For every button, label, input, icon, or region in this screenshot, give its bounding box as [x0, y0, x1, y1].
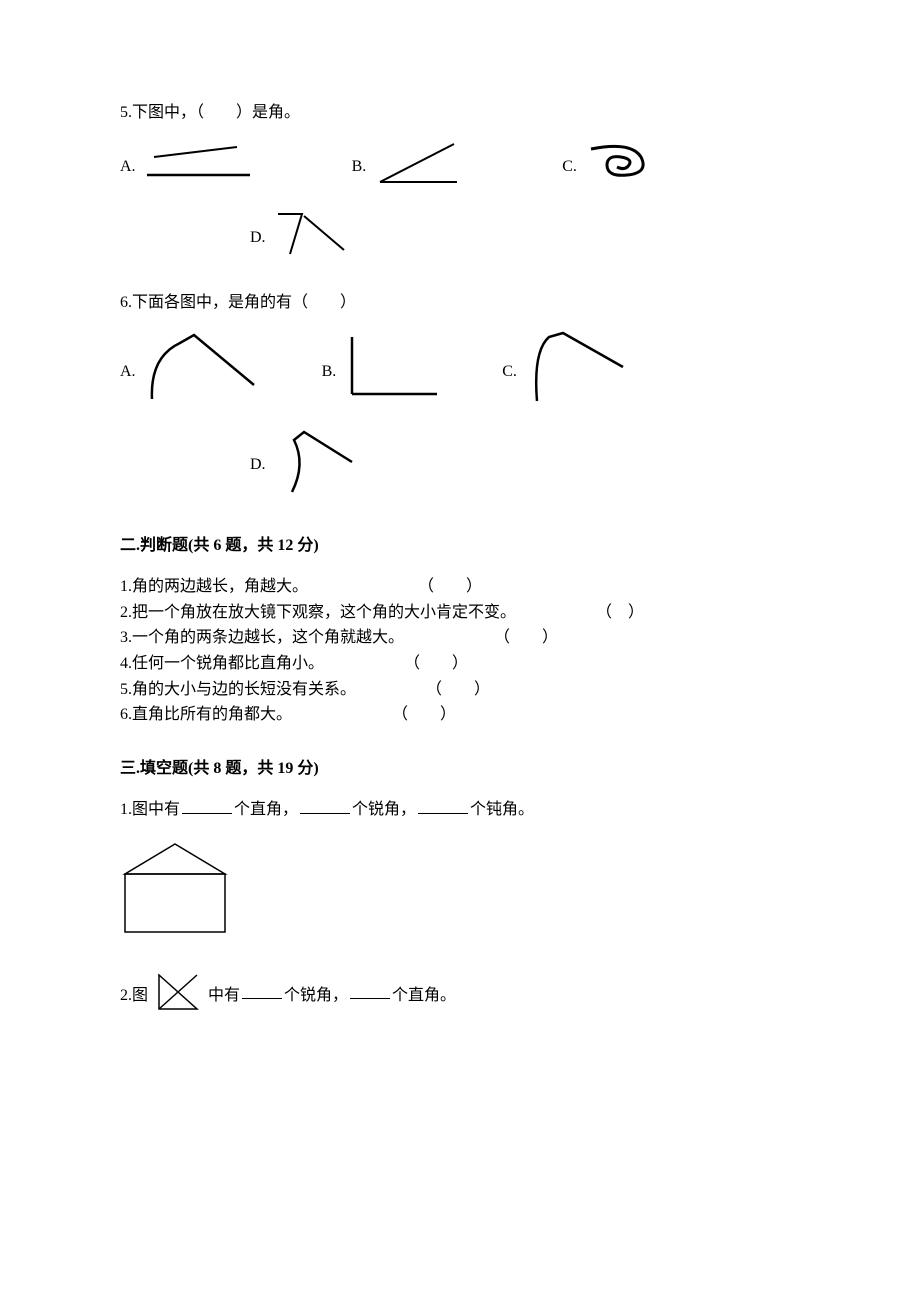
- judge-list: 1.角的两边越长，角越大。 （ ） 2.把一个角放在放大镜下观察，这个角的大小肯…: [120, 574, 800, 728]
- judge-text-1: 1.角的两边越长，角越大。: [120, 574, 308, 600]
- q6-optC-label: C.: [502, 359, 517, 385]
- q6-option-b: B.: [322, 332, 443, 411]
- q6-svg-b: [342, 332, 442, 411]
- q6-paren: （ ）: [292, 294, 356, 311]
- fill-q2-prefix: 2.图: [120, 986, 148, 1003]
- judge-item-6: 6.直角比所有的角都大。 （ ）: [120, 702, 800, 728]
- fill-q1: 1.图中有 个直角， 个锐角， 个钝角。: [120, 797, 800, 947]
- house-figure: [120, 839, 800, 948]
- judge-paren-5: （ ）: [426, 677, 490, 703]
- fill-q2-text: 2.图 中有 个锐角， 个直角。: [120, 972, 800, 1021]
- q6-optB-label: B.: [322, 359, 337, 385]
- q5-optA-label: A.: [120, 154, 136, 180]
- q5-option-b: B.: [352, 138, 463, 197]
- q5-option-c: C.: [562, 143, 653, 192]
- q5-optB-label: B.: [352, 154, 367, 180]
- section3-heading: 三.填空题(共 8 题，共 19 分): [120, 756, 800, 782]
- fill-q2-suffix: 个直角。: [392, 986, 456, 1003]
- q5-paren: （ ）: [196, 104, 252, 121]
- fill-blank: [418, 797, 468, 814]
- q5-suffix: 是角。: [252, 104, 300, 121]
- fill-q2-mid2: 个锐角，: [284, 986, 348, 1003]
- question-6: 6.下面各图中，是角的有（ ） A. B. C.: [120, 290, 800, 505]
- q6-optD-label: D.: [250, 452, 266, 478]
- fill-blank: [242, 982, 282, 999]
- q6-option-c: C.: [502, 327, 633, 416]
- q6-optA-label: A.: [120, 359, 136, 385]
- house-shape-icon: [120, 839, 230, 939]
- q6-options-row-1: A. B. C.: [120, 327, 800, 416]
- q5-options-row-2: D.: [250, 206, 800, 270]
- q5-prefix: 5.下图中，: [120, 104, 196, 121]
- judge-paren-2: （ ）: [596, 600, 644, 626]
- q5-optD-label: D.: [250, 225, 266, 251]
- q5-svg-b: [372, 138, 462, 197]
- q6-options-row-2: D.: [250, 426, 800, 505]
- fill-q1-prefix: 1.图中有: [120, 801, 180, 818]
- q5-optC-label: C.: [562, 154, 577, 180]
- q6-option-a: A.: [120, 327, 262, 416]
- triangle-diagonal-icon: [156, 972, 200, 1012]
- broken-angle-icon: [272, 206, 352, 261]
- q5-option-d: D.: [250, 206, 352, 270]
- fill-q1-mid2: 个锐角，: [352, 801, 416, 818]
- angle-icon: [372, 138, 462, 188]
- curve-peak-icon: [142, 327, 262, 407]
- judge-text-2: 2.把一个角放在放大镜下观察，这个角的大小肯定不变。: [120, 600, 516, 626]
- judge-text-3: 3.一个角的两条边越长，这个角就越大。: [120, 625, 404, 651]
- judge-item-2: 2.把一个角放在放大镜下观察，这个角的大小肯定不变。 （ ）: [120, 600, 800, 626]
- judge-paren-4: （ ）: [404, 651, 468, 677]
- judge-text-4: 4.任何一个锐角都比直角小。: [120, 651, 324, 677]
- q5-svg-c: [583, 143, 653, 192]
- q6-prefix: 6.下面各图中，是角的有: [120, 294, 292, 311]
- q6-text: 6.下面各图中，是角的有（ ）: [120, 290, 800, 316]
- curve-line-icon: [523, 327, 633, 407]
- fill-blank: [350, 982, 390, 999]
- judge-paren-1: （ ）: [418, 574, 482, 600]
- judge-text-5: 5.角的大小与边的长短没有关系。: [120, 677, 356, 703]
- q6-option-d: D.: [250, 426, 362, 505]
- q6-svg-a: [142, 327, 262, 416]
- triangle-inline-figure: [156, 972, 200, 1021]
- fill-q1-mid1: 个直角，: [234, 801, 298, 818]
- fill-q2-mid1: 中有: [208, 986, 240, 1003]
- fill-q2: 2.图 中有 个锐角， 个直角。: [120, 972, 800, 1021]
- q6-svg-c: [523, 327, 633, 416]
- spiral-icon: [583, 143, 653, 183]
- judge-item-5: 5.角的大小与边的长短没有关系。 （ ）: [120, 677, 800, 703]
- judge-item-3: 3.一个角的两条边越长，这个角就越大。 （ ）: [120, 625, 800, 651]
- judge-text-6: 6.直角比所有的角都大。: [120, 702, 292, 728]
- fill-q1-suffix: 个钝角。: [470, 801, 534, 818]
- judge-item-4: 4.任何一个锐角都比直角小。 （ ）: [120, 651, 800, 677]
- two-lines-icon: [142, 143, 252, 183]
- q6-svg-d: [272, 426, 362, 505]
- q5-text: 5.下图中，（ ）是角。: [120, 100, 800, 126]
- curve-angle-icon: [272, 426, 362, 496]
- fill-blank: [182, 797, 232, 814]
- judge-paren-3: （ ）: [494, 625, 558, 651]
- q5-option-a: A.: [120, 143, 252, 192]
- fill-blank: [300, 797, 350, 814]
- question-5: 5.下图中，（ ）是角。 A. B. C.: [120, 100, 800, 270]
- q5-svg-d: [272, 206, 352, 270]
- q5-svg-a: [142, 143, 252, 192]
- judge-paren-6: （ ）: [392, 702, 456, 728]
- q5-options-row-1: A. B. C.: [120, 138, 800, 197]
- fill-q1-text: 1.图中有 个直角， 个锐角， 个钝角。: [120, 797, 800, 823]
- judge-item-1: 1.角的两边越长，角越大。 （ ）: [120, 574, 800, 600]
- right-angle-icon: [342, 332, 442, 402]
- section2-heading: 二.判断题(共 6 题，共 12 分): [120, 533, 800, 559]
